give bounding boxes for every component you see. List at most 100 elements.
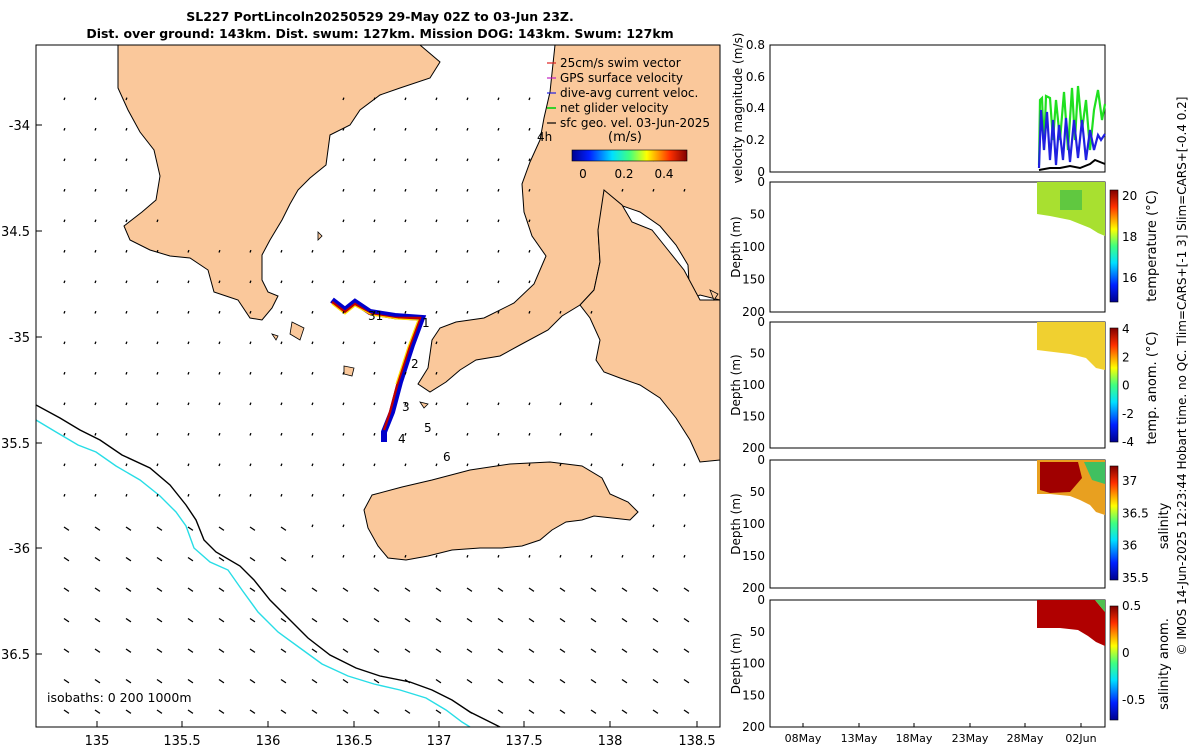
current-vector-arrow (466, 554, 469, 558)
current-vector-arrow (528, 587, 535, 592)
current-vector-arrow (342, 249, 345, 253)
legend-entry-gps-velocity: GPS surface velocity (547, 71, 683, 85)
colorbar-tick-label: 37 (1122, 474, 1137, 488)
current-vector-arrow (63, 493, 66, 497)
current-vector-arrow (652, 188, 655, 192)
current-vector-arrow (125, 432, 128, 436)
sal-anom-colorbar (1109, 605, 1119, 721)
current-vector-arrow (590, 709, 597, 714)
current-vector-arrow (63, 219, 66, 223)
current-vector-arrow (156, 587, 163, 592)
current-vector-arrow (497, 617, 504, 623)
current-vector-arrow (311, 587, 318, 592)
current-vector-arrow (125, 310, 128, 314)
current-vector-arrow (404, 678, 411, 684)
current-vector-arrow (466, 432, 469, 436)
temperature-panel-frame (769, 181, 1106, 313)
current-vector-arrow (559, 709, 566, 714)
current-vector-arrow (125, 280, 128, 284)
salinity-data-core (1040, 462, 1082, 493)
current-vector-arrow (466, 310, 469, 314)
panel-tick-label: 150 (742, 688, 765, 702)
current-vector-arrow (187, 341, 190, 345)
current-vector-arrow (683, 493, 686, 497)
current-vector-arrow (218, 402, 221, 406)
current-vector-arrow (187, 648, 194, 653)
land-eyre-peninsula (117, 45, 441, 321)
colorbar-tick-label: 36 (1122, 539, 1137, 553)
colorbar-tick-label: 18 (1122, 230, 1137, 244)
date-tick-label: 18May (896, 732, 933, 745)
current-vector-arrow (621, 554, 624, 558)
current-vector-arrow (373, 280, 376, 284)
current-vector-arrow (63, 310, 66, 314)
map-y-tick-label: 35.5 (1, 437, 30, 452)
current-vector-arrow (559, 402, 562, 406)
current-vector-arrow (249, 280, 252, 284)
salinity-panel-frame (769, 459, 1106, 589)
current-vector-arrow (94, 617, 101, 623)
panel-tick-label: 200 (742, 305, 765, 319)
current-vector-arrow (559, 432, 562, 436)
current-vector-arrow (63, 402, 66, 406)
current-vector-arrow (94, 648, 101, 653)
current-vector-arrow (528, 648, 535, 653)
track-label-2: 2 (411, 357, 419, 371)
current-vector-arrow (94, 678, 101, 684)
current-vector-arrow (94, 249, 97, 253)
current-vector-arrow (125, 371, 128, 375)
colorbar-title: (m/s) (608, 130, 642, 145)
salinity-label: salinity (1157, 502, 1172, 549)
current-vector-arrow (559, 678, 566, 684)
current-vector-arrow (125, 493, 128, 497)
current-vector-arrow (280, 402, 283, 406)
current-vector-arrow (559, 310, 562, 314)
current-vector-arrow (528, 127, 531, 131)
current-vector-arrow (435, 249, 438, 253)
current-vector-arrow (435, 219, 438, 223)
current-vector-arrow (404, 371, 407, 375)
current-vector-arrow (249, 556, 256, 562)
legend-entry-swim-vector: 25cm/s swim vector (547, 56, 681, 70)
current-vector-arrow (218, 556, 225, 562)
current-vector-arrow (156, 310, 159, 314)
land-yorke-peninsula (417, 45, 720, 393)
current-vector-arrow (249, 648, 256, 653)
map-x-tick-label: 135.5 (163, 734, 200, 749)
map-panel: 1 2 3 4 5 6 31 135 135.5 136 136.5 137 137.5 1… (1, 44, 721, 749)
depth-axis-label: Depth (m) (729, 216, 743, 277)
current-vector-arrow (466, 249, 469, 253)
salinity-data-fresh (1084, 462, 1105, 484)
current-vector-arrow (125, 556, 132, 562)
current-vector-arrow (373, 678, 380, 684)
colorbar-tick-label: 16 (1122, 271, 1137, 285)
current-vector-arrow (187, 587, 194, 592)
current-vector-arrow (342, 554, 345, 558)
sal-anom-label: salinity anom. (1157, 618, 1172, 710)
current-vector-arrow (187, 402, 190, 406)
colorbar-tick-label: -4 (1122, 435, 1134, 449)
map-y-tick-label: -35 (9, 331, 30, 346)
legend-entry-sfc-geo-vel: sfc geo. vel. 03-Jun-2025 (547, 116, 710, 130)
current-vector-arrow (559, 648, 566, 653)
current-vector-arrow (497, 554, 500, 558)
legend-entry-net-glider-velocity: net glider velocity (547, 101, 668, 115)
current-vector-arrow (94, 341, 97, 345)
current-vector-arrow (497, 678, 504, 684)
current-vector-arrow (249, 463, 252, 467)
current-vector-arrow (94, 158, 97, 162)
current-vector-arrow (621, 587, 628, 592)
current-vector-arrow (404, 188, 407, 192)
current-vector-arrow (187, 526, 194, 531)
panel-tick-label: 0 (757, 593, 765, 607)
panel-tick-label: 50 (750, 347, 765, 361)
current-vector-arrow (156, 371, 159, 375)
map-y-tick-label: -34 (9, 119, 30, 134)
current-vector-arrow (249, 493, 252, 497)
colorbar-tick-label: 2 (1122, 350, 1130, 364)
current-vector-arrow (404, 310, 407, 314)
current-vector-arrow (621, 648, 628, 653)
current-vector-arrow (497, 97, 500, 101)
current-vector-arrow (63, 709, 70, 714)
